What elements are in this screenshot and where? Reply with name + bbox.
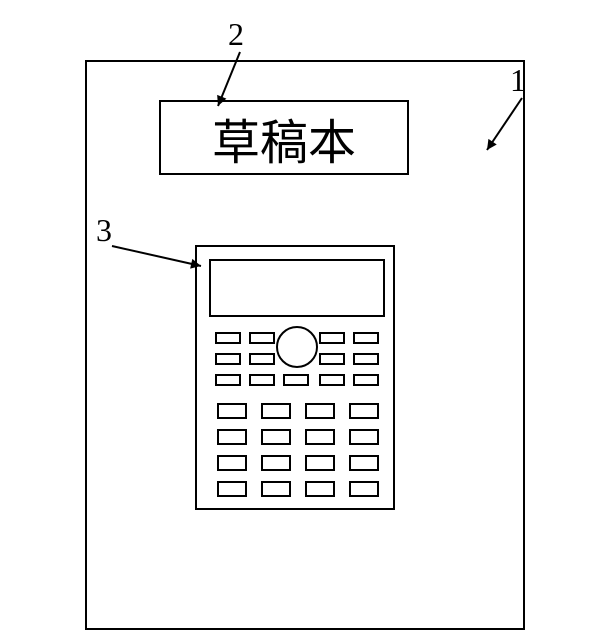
leader-line-3 <box>0 0 600 638</box>
diagram-canvas: 草稿本 213 <box>0 0 600 638</box>
